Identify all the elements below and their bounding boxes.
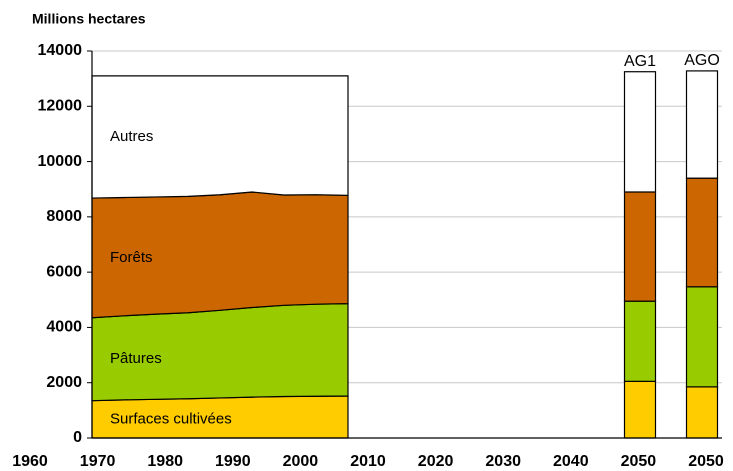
y-tick-label: 10000: [38, 153, 83, 170]
series-label: Autres: [110, 128, 153, 145]
bar-segment: [685, 70, 719, 179]
series-label: Surfaces cultivées: [110, 410, 232, 427]
bar-segment: [685, 286, 719, 388]
series-label: Pâtures: [110, 350, 162, 367]
y-tick-label: 4000: [46, 319, 82, 336]
scenario-label: AGO: [684, 52, 720, 69]
y-axis-label: Millions hectares: [32, 11, 146, 27]
x-tick-label: 1960: [12, 453, 48, 470]
x-tick-label: 2010: [350, 453, 386, 470]
bar-segment: [685, 177, 719, 288]
bar-segment: [623, 300, 657, 382]
y-tick-label: 14000: [38, 42, 83, 59]
area: [91, 75, 349, 199]
bar-segment: [685, 386, 719, 439]
y-tick-label: 12000: [38, 98, 83, 115]
x-tick-label: 2040: [553, 453, 589, 470]
y-tick-label: 0: [73, 429, 82, 446]
scenario-label: AG1: [624, 53, 656, 70]
x-tick-label: 2050: [688, 453, 724, 470]
y-tick-label: 8000: [46, 208, 82, 225]
y-tick-label: 6000: [46, 263, 82, 280]
x-tick-label: 2020: [418, 453, 454, 470]
bar-segment: [623, 191, 657, 302]
x-tick-label: 2050: [621, 453, 657, 470]
series-label: Forêts: [110, 249, 153, 266]
x-tick-label: 1990: [215, 453, 251, 470]
bar-segment: [623, 71, 657, 193]
bar-segment: [623, 380, 657, 439]
y-tick-label: 2000: [46, 374, 82, 391]
x-tick-label: 2030: [485, 453, 521, 470]
x-tick-label: 2000: [283, 453, 319, 470]
x-tick-label: 1980: [147, 453, 183, 470]
x-tick-label: 1970: [80, 453, 116, 470]
